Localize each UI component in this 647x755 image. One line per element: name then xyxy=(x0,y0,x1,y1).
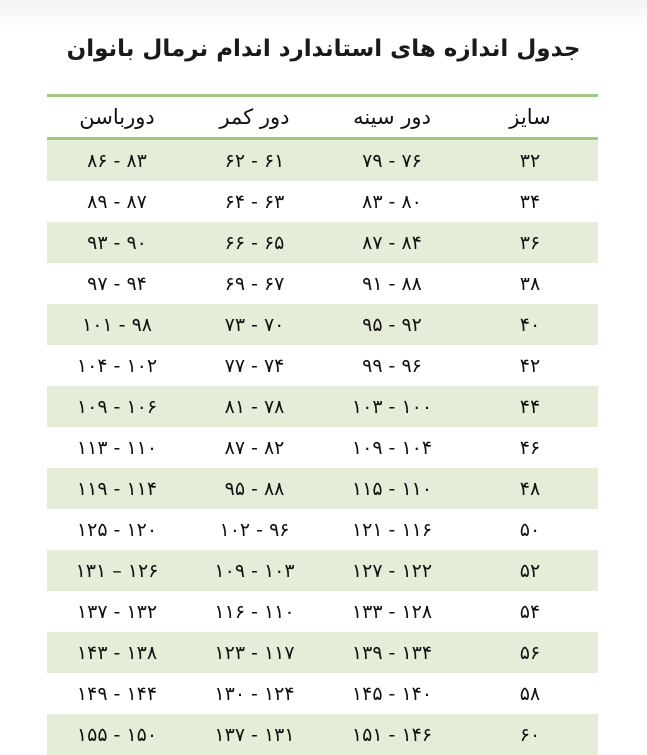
cell-size: ۴۸ xyxy=(519,477,541,500)
size-table: دورباسن دور کمر دور سینه سایز ۸۶ - ۸۳ ۶۲ … xyxy=(47,94,598,755)
table-row: ۱۵۵ - ۱۵۰ ۱۳۷ - ۱۳۱ ۱۵۱ - ۱۴۶ ۶۰ xyxy=(47,714,598,755)
cell-chest: ۷۹ - ۷۶ xyxy=(362,149,422,172)
cell-size: ۳۶ xyxy=(519,231,541,254)
cell-size: ۴۴ xyxy=(519,395,541,418)
cell-waist: ۸۱ - ۷۸ xyxy=(224,395,285,418)
table-row: ۱۱۳ - ۱۱۰ ۸۷ - ۸۲ ۱۰۹ - ۱۰۴ ۴۶ xyxy=(47,427,598,468)
cell-waist: ۷۳ - ۷۰ xyxy=(224,313,285,336)
cell-waist: ۹۵ - ۸۸ xyxy=(224,477,285,500)
cell-size: ۴۰ xyxy=(519,313,541,336)
table-row: ۹۳ - ۹۰ ۶۶ - ۶۵ ۸۷ - ۸۴ ۳۶ xyxy=(47,222,598,263)
header-waist: دور کمر xyxy=(219,105,290,129)
cell-hip: ۱۳۷ - ۱۳۲ xyxy=(76,600,158,623)
cell-waist: ۶۴ - ۶۳ xyxy=(224,190,285,213)
table-row: ۱۰۱ - ۹۸ ۷۳ - ۷۰ ۹۵ - ۹۲ ۴۰ xyxy=(47,304,598,345)
cell-size: ۶۰ xyxy=(519,723,541,746)
table-row: ۱۴۳ - ۱۳۸ ۱۲۳ - ۱۱۷ ۱۳۹ - ۱۳۴ ۵۶ xyxy=(47,632,598,673)
table-row: ۱۱۹ - ۱۱۴ ۹۵ - ۸۸ ۱۱۵ - ۱۱۰ ۴۸ xyxy=(47,468,598,509)
header-chest: دور سینه xyxy=(353,105,431,129)
cell-size: ۴۲ xyxy=(519,354,541,377)
table-row: ۱۲۵ - ۱۲۰ ۱۰۲ - ۹۶ ۱۲۱ - ۱۱۶ ۵۰ xyxy=(47,509,598,550)
cell-waist: ۱۱۶ - ۱۱۰ xyxy=(214,600,295,623)
table-row: ۸۹ - ۸۷ ۶۴ - ۶۳ ۸۳ - ۸۰ ۳۴ xyxy=(47,181,598,222)
cell-size: ۵۶ xyxy=(519,641,541,664)
cell-waist: ۶۲ - ۶۱ xyxy=(224,149,285,172)
cell-hip: ۹۷ - ۹۴ xyxy=(87,272,147,295)
cell-size: ۳۴ xyxy=(519,190,541,213)
cell-hip: ۱۵۵ - ۱۵۰ xyxy=(76,723,158,746)
cell-chest: ۱۲۱ - ۱۱۶ xyxy=(351,518,433,541)
cell-chest: ۱۳۳ - ۱۲۸ xyxy=(351,600,433,623)
cell-hip: ۹۳ - ۹۰ xyxy=(87,231,147,254)
cell-waist: ۱۳۷ - ۱۳۱ xyxy=(214,723,295,746)
cell-hip: ۱۴۳ - ۱۳۸ xyxy=(76,641,158,664)
table-row: ۹۷ - ۹۴ ۶۹ - ۶۷ ۹۱ - ۸۸ ۳۸ xyxy=(47,263,598,304)
cell-chest: ۹۱ - ۸۸ xyxy=(362,272,422,295)
table-header: دورباسن دور کمر دور سینه سایز xyxy=(47,94,598,140)
cell-chest: ۱۰۳ - ۱۰۰ xyxy=(351,395,433,418)
cell-hip: ۱۰۹ - ۱۰۶ xyxy=(76,395,158,418)
cell-waist: ۱۲۳ - ۱۱۷ xyxy=(214,641,295,664)
cell-hip: ۸۶ - ۸۳ xyxy=(87,149,147,172)
cell-size: ۵۴ xyxy=(519,600,541,623)
cell-hip: ۱۱۹ - ۱۱۴ xyxy=(76,477,158,500)
table-row: ۱۳۷ - ۱۳۲ ۱۱۶ - ۱۱۰ ۱۳۳ - ۱۲۸ ۵۴ xyxy=(47,591,598,632)
cell-waist: ۷۷ - ۷۴ xyxy=(224,354,285,377)
cell-chest: ۹۵ - ۹۲ xyxy=(362,313,422,336)
cell-waist: ۱۰۲ - ۹۶ xyxy=(219,518,290,541)
cell-chest: ۱۱۵ - ۱۱۰ xyxy=(351,477,433,500)
cell-hip: ۸۹ - ۸۷ xyxy=(87,190,147,213)
cell-hip: ۱۰۱ - ۹۸ xyxy=(82,313,152,336)
cell-chest: ۱۲۷ - ۱۲۲ xyxy=(351,559,433,582)
cell-size: ۵۸ xyxy=(519,682,541,705)
cell-chest: ۸۳ - ۸۰ xyxy=(362,190,422,213)
cell-hip: ۱۲۵ - ۱۲۰ xyxy=(76,518,158,541)
cell-waist: ۶۹ - ۶۷ xyxy=(224,272,285,295)
cell-chest: ۱۵۱ - ۱۴۶ xyxy=(351,723,433,746)
cell-waist: ۱۰۹ - ۱۰۳ xyxy=(214,559,295,582)
top-fade xyxy=(0,0,647,28)
cell-chest: ۹۹ - ۹۶ xyxy=(362,354,422,377)
cell-hip: ۱۱۳ - ۱۱۰ xyxy=(76,436,158,459)
table-body: ۸۶ - ۸۳ ۶۲ - ۶۱ ۷۹ - ۷۶ ۳۲ ۸۹ - ۸۷ ۶۴ - ۶۳ ۸۳ … xyxy=(47,140,598,755)
cell-hip: ۱۴۹ - ۱۴۴ xyxy=(76,682,158,705)
cell-size: ۴۶ xyxy=(519,436,541,459)
header-size: سایز xyxy=(509,105,551,129)
page-title: جدول اندازه های استاندارد اندام نرمال با… xyxy=(66,36,581,62)
table-row: ۱۳۱ – ۱۲۶ ۱۰۹ - ۱۰۳ ۱۲۷ - ۱۲۲ ۵۲ xyxy=(47,550,598,591)
cell-waist: ۶۶ - ۶۵ xyxy=(224,231,285,254)
cell-size: ۵۰ xyxy=(519,518,541,541)
cell-chest: ۱۰۹ - ۱۰۴ xyxy=(351,436,433,459)
cell-size: ۳۲ xyxy=(519,149,541,172)
cell-hip: ۱۳۱ – ۱۲۶ xyxy=(75,559,159,582)
cell-chest: ۱۴۵ - ۱۴۰ xyxy=(351,682,433,705)
table-row: ۸۶ - ۸۳ ۶۲ - ۶۱ ۷۹ - ۷۶ ۳۲ xyxy=(47,140,598,181)
header-hip: دورباسن xyxy=(79,105,155,129)
cell-hip: ۱۰۴ - ۱۰۲ xyxy=(76,354,158,377)
cell-waist: ۱۳۰ - ۱۲۴ xyxy=(214,682,295,705)
table-row: ۱۰۹ - ۱۰۶ ۸۱ - ۷۸ ۱۰۳ - ۱۰۰ ۴۴ xyxy=(47,386,598,427)
table-row: ۱۴۹ - ۱۴۴ ۱۳۰ - ۱۲۴ ۱۴۵ - ۱۴۰ ۵۸ xyxy=(47,673,598,714)
cell-chest: ۸۷ - ۸۴ xyxy=(362,231,422,254)
table-row: ۱۰۴ - ۱۰۲ ۷۷ - ۷۴ ۹۹ - ۹۶ ۴۲ xyxy=(47,345,598,386)
cell-waist: ۸۷ - ۸۲ xyxy=(224,436,285,459)
cell-chest: ۱۳۹ - ۱۳۴ xyxy=(351,641,433,664)
cell-size: ۵۲ xyxy=(519,559,541,582)
cell-size: ۳۸ xyxy=(519,272,541,295)
